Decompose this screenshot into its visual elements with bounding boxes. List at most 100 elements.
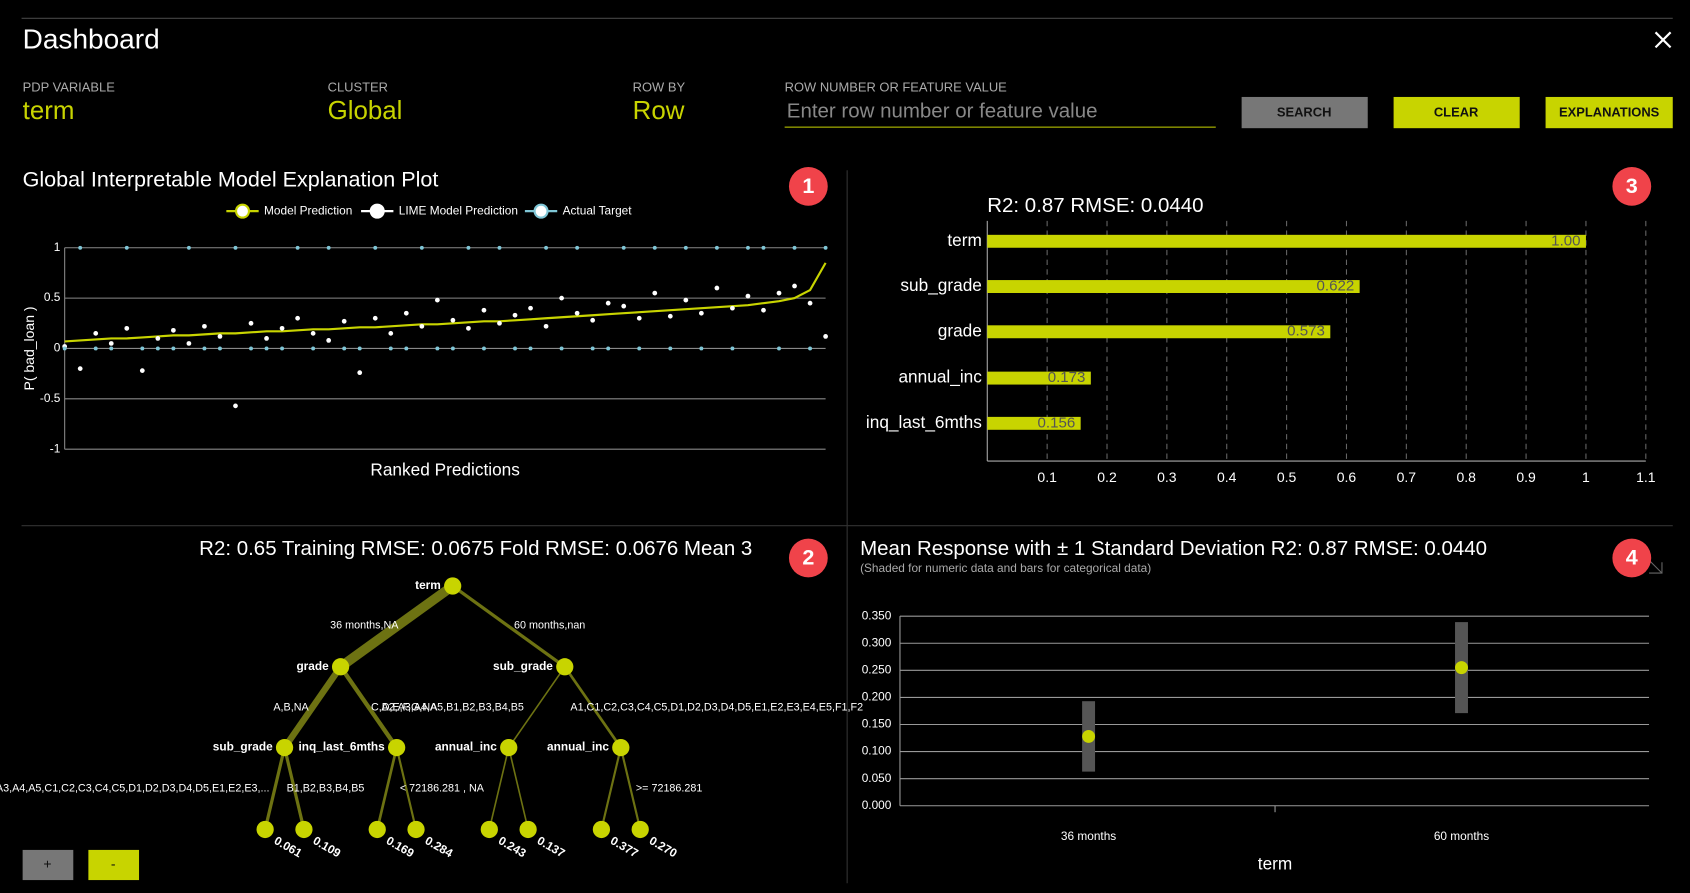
control-value[interactable]: term: [23, 97, 75, 125]
data-point: [435, 346, 440, 351]
search-button-label[interactable]: SEARCH: [1277, 105, 1332, 120]
tree-edge: [507, 747, 529, 830]
download-icon[interactable]: [1648, 559, 1663, 574]
data-point: [776, 290, 782, 296]
close-button[interactable]: [1654, 31, 1672, 49]
zoom-out-button[interactable]: [88, 849, 140, 881]
data-point: [93, 346, 98, 351]
data-point: [761, 307, 766, 313]
x-tick-label: 60 months: [1434, 829, 1489, 843]
search-input[interactable]: Enter row number or feature value: [787, 99, 1098, 122]
tree-node[interactable]: [480, 820, 498, 839]
data-point: [403, 310, 409, 316]
data-point: [186, 341, 192, 346]
data-point: [124, 245, 129, 250]
node-label: sub_grade: [493, 659, 553, 673]
search-button[interactable]: [1241, 96, 1368, 129]
data-point: [714, 245, 719, 250]
data-point: [357, 370, 363, 376]
data-point: [248, 320, 254, 326]
data-point: [62, 346, 67, 351]
data-point: [683, 297, 689, 303]
data-point: [264, 336, 269, 341]
data-point: [171, 346, 176, 351]
control-label: CLUSTER: [328, 80, 388, 95]
zoom-in-button[interactable]: [22, 849, 74, 881]
tree-node[interactable]: [256, 820, 274, 839]
edge-label: 60 months,nan: [514, 620, 585, 632]
tree-edge: [508, 666, 566, 749]
data-point: [745, 293, 751, 299]
data-point: [683, 245, 688, 250]
control-value[interactable]: Global: [328, 97, 403, 125]
data-point: [78, 245, 83, 250]
mean-point: [1082, 729, 1096, 743]
bar: [987, 280, 1360, 293]
bar: [987, 371, 1091, 385]
tree-edge: [600, 747, 622, 830]
zoom-out-label[interactable]: -: [111, 856, 116, 872]
tree-node[interactable]: [388, 738, 406, 757]
data-point: [590, 317, 596, 323]
data-point: [202, 346, 207, 351]
data-point: [388, 330, 394, 336]
y-tick-label: -0.5: [40, 391, 61, 405]
value-label: 0.156: [1038, 414, 1076, 431]
tree-node[interactable]: [592, 820, 611, 839]
legend-marker: [533, 203, 549, 219]
value-label: 0.622: [1317, 278, 1355, 295]
category-label: inq_last_6mths: [866, 412, 982, 432]
data-point: [404, 346, 409, 351]
data-point: [590, 346, 595, 351]
tree-node[interactable]: [500, 738, 518, 757]
data-point: [652, 245, 657, 250]
y-tick-label: 1: [54, 240, 61, 254]
data-point: [450, 317, 456, 323]
node-label: annual_inc: [547, 740, 609, 754]
y-tick-label: 0.150: [862, 717, 892, 731]
legend-label: LIME Model Prediction: [399, 203, 518, 217]
x-tick-label: 0.6: [1337, 469, 1357, 485]
data-point: [218, 346, 222, 351]
tree-node[interactable]: [556, 658, 574, 676]
category-label: term: [947, 230, 981, 250]
tree-node[interactable]: [519, 820, 537, 839]
data-point: [652, 290, 658, 296]
explanations-button-label[interactable]: EXPLANATIONS: [1559, 105, 1660, 120]
data-point: [668, 346, 673, 351]
tree-node[interactable]: [444, 577, 462, 595]
data-point: [109, 346, 114, 351]
tree-node[interactable]: [407, 820, 425, 839]
value-label: 0.173: [1048, 369, 1086, 386]
y-tick-label: 0: [54, 341, 61, 355]
data-point: [326, 338, 332, 343]
tree-node[interactable]: [631, 820, 649, 839]
data-point: [808, 346, 813, 351]
x-tick-label: 0.4: [1217, 469, 1237, 485]
bar: [987, 325, 1331, 339]
x-tick-label: 0.2: [1097, 469, 1117, 485]
badge-number: 2: [802, 545, 814, 570]
y-tick-label: 0.200: [862, 690, 892, 704]
clear-button[interactable]: [1393, 96, 1520, 129]
data-point: [481, 307, 487, 313]
tree-node[interactable]: [275, 738, 294, 757]
badge-number: 4: [1626, 545, 1638, 570]
tree-node[interactable]: [331, 658, 350, 676]
explanations-button[interactable]: [1545, 96, 1673, 129]
zoom-in-label[interactable]: +: [43, 856, 51, 872]
tree-edge: [282, 747, 306, 830]
tree-node[interactable]: [295, 820, 313, 839]
y-tick-label: 0.250: [862, 662, 892, 676]
tree-node[interactable]: [612, 738, 630, 757]
node-label: term: [415, 578, 441, 592]
tree-edge: [375, 747, 398, 830]
y-tick-label: -1: [50, 441, 61, 455]
data-point: [621, 245, 626, 250]
edge-label: < 72186.281 , NA: [400, 782, 485, 794]
tree-node[interactable]: [368, 820, 386, 839]
clear-button-label[interactable]: CLEAR: [1434, 105, 1479, 120]
control-label: ROW BY: [633, 80, 686, 95]
control-value[interactable]: Row: [633, 97, 685, 125]
